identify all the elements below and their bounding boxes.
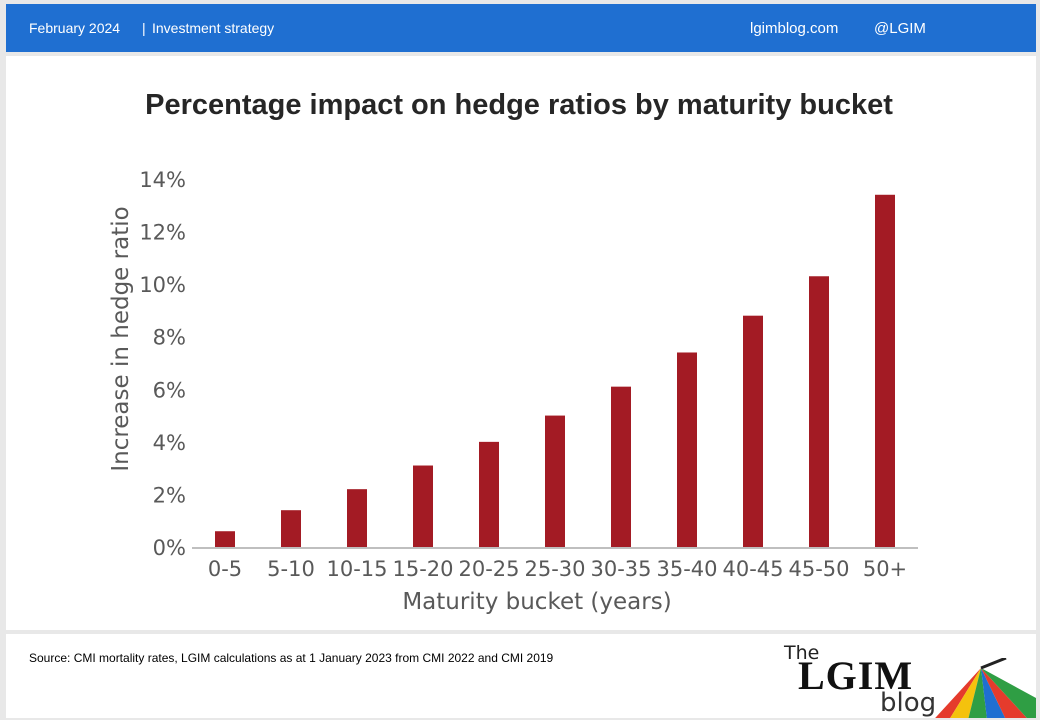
y-tick-label: 14%	[139, 168, 186, 192]
x-tick-label: 5-10	[267, 557, 315, 581]
y-axis-ticks: 0% 2% 4% 6% 8% 10% 12% 14%	[139, 168, 186, 560]
bar-35-40	[677, 352, 697, 547]
bar-20-25	[479, 441, 499, 547]
lgim-blog-logo[interactable]: The LGIM blog	[776, 638, 1036, 718]
x-tick-label: 50+	[863, 557, 907, 581]
y-tick-label: 4%	[153, 431, 186, 455]
header-social-handle[interactable]: @LGIM	[874, 20, 926, 37]
header-date: February 2024	[29, 20, 121, 36]
chart-panel: Percentage impact on hedge ratios by mat…	[6, 56, 1036, 630]
x-axis-title: Maturity bucket (years)	[402, 589, 671, 615]
y-tick-label: 0%	[153, 536, 186, 560]
logo-the-text: The	[784, 642, 820, 664]
x-tick-label: 10-15	[326, 557, 387, 581]
header-separator: |	[142, 20, 146, 36]
bar-10-15	[347, 489, 367, 547]
bar-50+	[875, 194, 895, 547]
x-tick-label: 45-50	[788, 557, 849, 581]
logo-blog-text: blog	[880, 688, 937, 718]
x-tick-label: 20-25	[458, 557, 519, 581]
bar-15-20	[413, 465, 433, 547]
y-tick-label: 12%	[139, 221, 186, 245]
bar-chart: Percentage impact on hedge ratios by mat…	[108, 89, 918, 615]
chart-title: Percentage impact on hedge ratios by mat…	[145, 89, 893, 121]
y-tick-label: 8%	[153, 326, 186, 350]
bar-0-5	[215, 531, 235, 547]
header-bar: February 2024 | Investment strategy lgim…	[6, 4, 1036, 52]
x-tick-label: 0-5	[208, 557, 242, 581]
header-site-link[interactable]: lgimblog.com	[750, 20, 839, 37]
bar-5-10	[281, 510, 301, 547]
x-tick-label: 15-20	[392, 557, 453, 581]
x-tick-label: 25-30	[524, 557, 585, 581]
x-tick-label: 40-45	[722, 557, 783, 581]
y-tick-label: 2%	[153, 483, 186, 507]
x-axis-ticks: 0-5 5-10 10-15 15-20 20-25 25-30 30-35 35-40 40-…	[208, 557, 907, 581]
y-axis-title: Increase in hedge ratio	[108, 206, 134, 471]
x-tick-label: 30-35	[590, 557, 651, 581]
y-tick-label: 10%	[139, 273, 186, 297]
bar-30-35	[611, 386, 631, 547]
source-note: Source: CMI mortality rates, LGIM calcul…	[29, 651, 554, 665]
umbrella-icon	[935, 658, 1036, 718]
bars	[215, 194, 895, 547]
logo-brand-text: LGIM	[798, 653, 914, 698]
x-tick-label: 35-40	[656, 557, 717, 581]
header-section: Investment strategy	[152, 20, 275, 36]
footer: Source: CMI mortality rates, LGIM calcul…	[6, 634, 1036, 718]
y-tick-label: 6%	[153, 378, 186, 402]
bar-45-50	[809, 276, 829, 547]
bar-25-30	[545, 415, 565, 547]
bar-40-45	[743, 315, 763, 547]
